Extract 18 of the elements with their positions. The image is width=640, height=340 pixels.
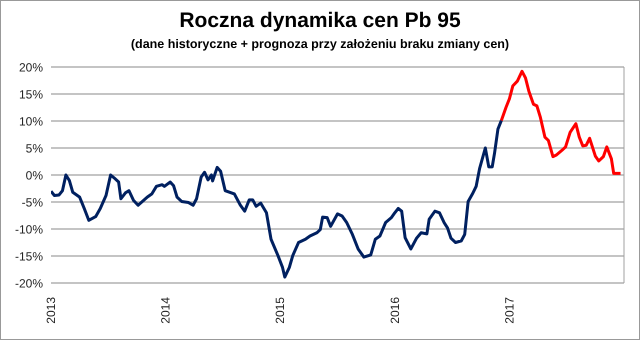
x-tick-label: 2013 [44, 296, 58, 324]
x-tick-label: 2014 [158, 296, 173, 324]
y-tick-label: 20% [18, 60, 44, 74]
y-tick-label: -10% [14, 222, 44, 236]
y-tick-label: 0% [26, 168, 44, 182]
y-tick-label: -15% [14, 249, 44, 264]
y-tick-label: 5% [26, 141, 44, 156]
line-series [500, 70, 622, 175]
line-series [51, 118, 503, 279]
y-tick-label: -20% [14, 276, 44, 290]
y-tick-label: 15% [18, 87, 44, 102]
chart-subtitle: (dane historyczne + prognoza przy założeniu braku zmiany cen) [130, 37, 510, 51]
y-tick-label: 10% [18, 114, 44, 128]
y-tick-label: -5% [22, 195, 44, 210]
x-tick-label: 2016 [388, 296, 402, 324]
x-tick-label: 2015 [273, 296, 288, 324]
chart-title: Roczna dynamika cen Pb 95 [178, 9, 462, 33]
x-tick-label: 2017 [502, 296, 516, 324]
